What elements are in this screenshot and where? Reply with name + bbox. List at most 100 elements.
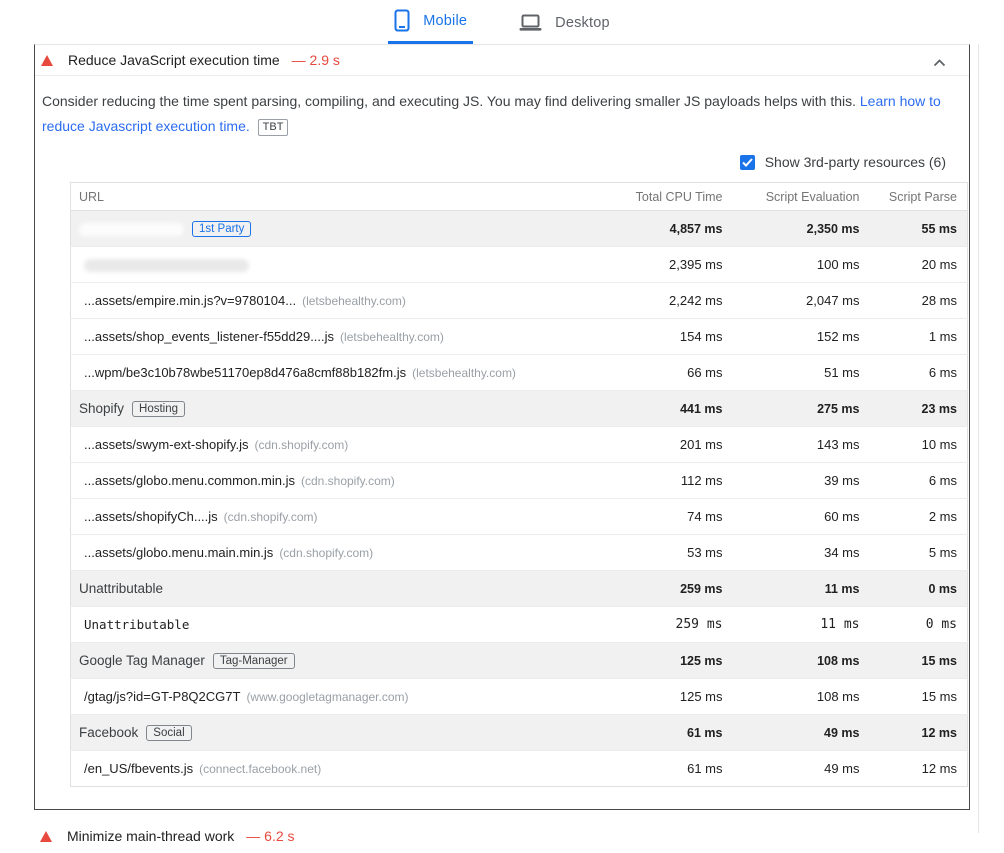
script-evaluation-cell: 60 ms: [824, 509, 860, 524]
url-text[interactable]: ...assets/globo.menu.main.min.js: [84, 545, 274, 560]
learn-more-link[interactable]: Learn how to reduce Javascript execution…: [42, 93, 941, 134]
next-audit-row[interactable]: Minimize main-thread work — 6.2 s: [34, 819, 970, 853]
script-parse-cell: 2 ms: [928, 509, 957, 524]
url-domain: (cdn.shopify.com): [300, 474, 395, 488]
script-evaluation-cell: 108 ms: [816, 689, 860, 704]
cpu-time-cell: 2,242 ms: [669, 293, 723, 308]
script-evaluation-cell: 108 ms: [817, 653, 860, 668]
tab-mobile[interactable]: Mobile: [388, 9, 474, 44]
url-text[interactable]: /gtag/js?id=GT-P8Q2CG7T: [84, 689, 241, 704]
cpu-time-cell: 201 ms: [679, 437, 723, 452]
url-cell[interactable]: ...assets/globo.menu.main.min.js (cdn.sho…: [71, 535, 613, 571]
cpu-time-cell: 4,857 ms: [669, 221, 723, 236]
script-parse-cell: 0 ms: [925, 617, 957, 632]
script-evaluation-cell: 275 ms: [817, 401, 860, 416]
cpu-time-cell: 259 ms: [680, 581, 723, 596]
url-domain: (cdn.shopify.com): [279, 546, 374, 560]
cpu-time-cell: 125 ms: [679, 689, 723, 704]
url-text[interactable]: ...assets/empire.min.js?v=9780104...: [84, 293, 297, 308]
results-table: URL Total CPU Time Script Evaluation Scr…: [70, 182, 968, 787]
audit-header[interactable]: Reduce JavaScript execution time — 2.9 s: [35, 45, 969, 76]
script-parse-cell: 28 ms: [921, 293, 957, 308]
third-party-toggle-row[interactable]: Show 3rd-party resources (6): [42, 154, 946, 170]
tbt-metric-badge: TBT: [257, 119, 289, 136]
url-text[interactable]: ...wpm/be3c10b78wbe51170ep8d476a8cmf88b1…: [84, 365, 407, 380]
url-cell[interactable]: /gtag/js?id=GT-P8Q2CG7T (www.googletagman…: [71, 679, 613, 715]
mobile-phone-icon: [394, 9, 410, 32]
column-header-url: URL: [70, 182, 613, 211]
url-cell[interactable]: ...assets/shop_events_listener-f55dd29..…: [71, 319, 613, 355]
url-text[interactable]: /en_US/fbevents.js: [84, 761, 194, 776]
script-evaluation-cell: 49 ms: [824, 725, 860, 740]
url-cell[interactable]: ...assets/shopifyCh....js (cdn.shopify.co…: [71, 499, 613, 535]
table-row: Shopify Hosting 441 ms 275 ms 23 ms: [70, 390, 968, 427]
script-evaluation-cell: 39 ms: [824, 473, 860, 488]
url-cell[interactable]: ...wpm/be3c10b78wbe51170ep8d476a8cmf88b1…: [71, 355, 613, 391]
url-text[interactable]: ...assets/shopifyCh....js: [84, 509, 218, 524]
tab-mobile-label: Mobile: [423, 12, 468, 29]
script-parse-cell: 12 ms: [921, 761, 957, 776]
category-chip: Tag-Manager: [212, 652, 295, 669]
third-party-checkbox[interactable]: [739, 154, 755, 170]
category-chip: Hosting: [132, 400, 186, 417]
entity-cell: Unattributable: [71, 571, 613, 607]
url-cell[interactable]: ...assets/empire.min.js?v=9780104... (let…: [71, 283, 613, 319]
table-row: Unattributable 259 ms 11 ms 0 ms: [70, 570, 968, 607]
cpu-time-cell: 61 ms: [687, 725, 723, 740]
url-text: Unattributable: [84, 616, 190, 632]
script-parse-cell: 6 ms: [928, 473, 957, 488]
url-cell[interactable]: ...assets/globo.menu.common.min.js (cdn.s…: [71, 463, 613, 499]
column-header-eval: Script Evaluation: [732, 182, 870, 211]
device-tabbar: Mobile Desktop: [0, 0, 1004, 44]
desktop-laptop-icon: [519, 13, 542, 32]
url-cell: Unattributable: [71, 607, 613, 643]
table-row: /gtag/js?id=GT-P8Q2CG7T (www.googletagman…: [70, 678, 968, 715]
script-evaluation-cell: 11 ms: [820, 617, 860, 632]
url-cell[interactable]: /en_US/fbevents.js (connect.facebook.net): [71, 751, 613, 787]
next-audit-title: Minimize main-thread work: [67, 828, 235, 844]
url-domain: (letsbehealthy.com): [302, 294, 406, 308]
url-domain: (letsbehealthy.com): [412, 366, 516, 380]
table-row: ...assets/empire.min.js?v=9780104... (let…: [70, 282, 968, 319]
tab-desktop[interactable]: Desktop: [515, 13, 614, 44]
chevron-up-icon[interactable]: [933, 54, 946, 72]
next-audit-display-value: — 6.2 s: [246, 828, 295, 844]
redacted-url-block: [79, 222, 184, 236]
table-row: Unattributable 259 ms 11 ms 0 ms: [70, 606, 968, 643]
cpu-time-cell: 154 ms: [679, 329, 723, 344]
entity-cell: Google Tag Manager Tag-Manager: [71, 643, 613, 679]
cpu-time-cell: 441 ms: [680, 401, 723, 416]
audit-card: Reduce JavaScript execution time — 2.9 s…: [34, 44, 970, 810]
script-evaluation-cell: 143 ms: [816, 437, 860, 452]
audit-description: Consider reducing the time spent parsing…: [42, 89, 955, 139]
script-parse-cell: 0 ms: [928, 581, 958, 596]
script-evaluation-cell: 34 ms: [824, 545, 860, 560]
url-text[interactable]: ...assets/shop_events_listener-f55dd29..…: [84, 329, 335, 344]
table-row: ...assets/shopifyCh....js (cdn.shopify.co…: [70, 498, 968, 535]
script-evaluation-cell: 11 ms: [824, 581, 860, 596]
audit-display-value: — 2.9 s: [291, 52, 340, 68]
url-cell[interactable]: ...assets/swym-ext-shopify.js (cdn.shopif…: [71, 427, 613, 463]
table-row: Facebook Social 61 ms 49 ms 12 ms: [70, 714, 968, 751]
script-parse-cell: 15 ms: [921, 689, 957, 704]
table-header: URL Total CPU Time Script Evaluation Scr…: [70, 182, 968, 211]
table-row: ...assets/shop_events_listener-f55dd29..…: [70, 318, 968, 355]
table-row: 1st Party 4,857 ms 2,350 ms 55 ms: [70, 210, 968, 247]
script-evaluation-cell: 152 ms: [816, 329, 860, 344]
audit-body: Consider reducing the time spent parsing…: [35, 76, 969, 787]
script-parse-cell: 23 ms: [921, 401, 957, 416]
table-row: 2,395 ms 100 ms 20 ms: [70, 246, 968, 283]
redacted-url-block: [84, 259, 249, 273]
script-evaluation-cell: 2,047 ms: [806, 293, 860, 308]
script-parse-cell: 55 ms: [921, 221, 957, 236]
url-text[interactable]: ...assets/swym-ext-shopify.js: [84, 437, 249, 452]
table-body: 1st Party 4,857 ms 2,350 ms 55 ms 2,395 ms 10…: [70, 210, 968, 787]
entity-cell: 1st Party: [71, 211, 613, 247]
column-header-parse: Script Parse: [869, 182, 968, 211]
script-evaluation-cell: 49 ms: [824, 761, 860, 776]
warning-triangle-icon: [41, 54, 53, 66]
third-party-checkbox-label: Show 3rd-party resources (6): [764, 154, 946, 170]
url-domain: (cdn.shopify.com): [254, 438, 349, 452]
content-edge-divider: [978, 44, 979, 833]
url-text[interactable]: ...assets/globo.menu.common.min.js: [84, 473, 295, 488]
